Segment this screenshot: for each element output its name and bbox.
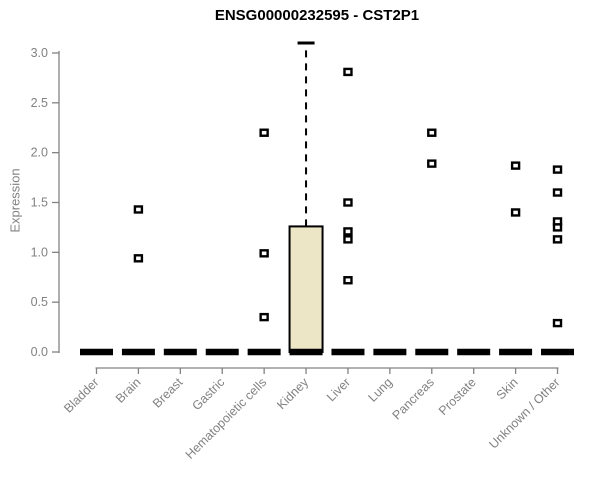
y-tick-label: 3.0 — [31, 46, 48, 60]
x-category-label: Liver — [324, 375, 353, 404]
chart-title: ENSG00000232595 - CST2P1 — [214, 7, 420, 24]
median-bar-hematopoietic-cells — [247, 348, 281, 356]
x-category-label: Pancreas — [390, 375, 437, 422]
median-bar-kidney — [289, 348, 323, 356]
median-bar-gastric — [205, 348, 239, 356]
outlier-point — [133, 205, 144, 214]
outlier-point — [343, 235, 353, 244]
box-kidney — [288, 225, 324, 353]
median-bar-brain — [121, 348, 155, 356]
x-category-label: Breast — [150, 375, 186, 411]
median-bar-skin — [499, 348, 533, 356]
y-tick-label: 1.5 — [31, 195, 48, 209]
outlier-point — [259, 312, 269, 322]
y-tick-label: 0.5 — [31, 295, 48, 309]
y-tick-label: 2.5 — [31, 96, 48, 110]
outlier-point — [259, 249, 269, 258]
outlier-point — [427, 159, 437, 168]
x-category-label: Gastric — [189, 375, 227, 413]
x-category-label: Unknown / Other — [486, 375, 562, 451]
x-category-label: Prostate — [436, 375, 479, 418]
outlier-point — [259, 128, 269, 137]
outlier-point — [427, 128, 437, 137]
x-category-label: Hematopoietic cells — [183, 375, 270, 462]
y-tick-label: 2.0 — [31, 146, 48, 160]
outlier-point — [510, 161, 521, 170]
y-tick-label: 0.0 — [31, 345, 48, 359]
x-category-label: Brain — [113, 375, 144, 406]
outlier-point — [343, 276, 353, 285]
median-bar-prostate — [457, 348, 491, 356]
outlier-point — [552, 165, 563, 174]
median-bar-pancreas — [415, 348, 449, 356]
outlier-point — [552, 188, 563, 197]
outlier-point — [552, 235, 563, 244]
outlier-point — [552, 318, 563, 328]
outlier-point — [343, 227, 353, 236]
outlier-point — [343, 67, 353, 77]
x-category-label: Lung — [365, 375, 395, 405]
outlier-point — [552, 223, 563, 232]
y-tick-label: 1.0 — [31, 245, 48, 259]
x-category-label: Skin — [494, 375, 521, 402]
x-category-label: Bladder — [61, 375, 101, 415]
median-bar-breast — [163, 348, 197, 356]
outlier-point — [510, 208, 521, 217]
median-bar-liver — [331, 348, 365, 356]
median-bar-unknown-other — [541, 348, 575, 356]
x-category-label: Kidney — [274, 375, 311, 412]
median-bar-lung — [373, 348, 407, 356]
outlier-point — [133, 254, 144, 263]
median-bar-bladder — [80, 348, 113, 356]
outlier-point — [343, 198, 353, 207]
